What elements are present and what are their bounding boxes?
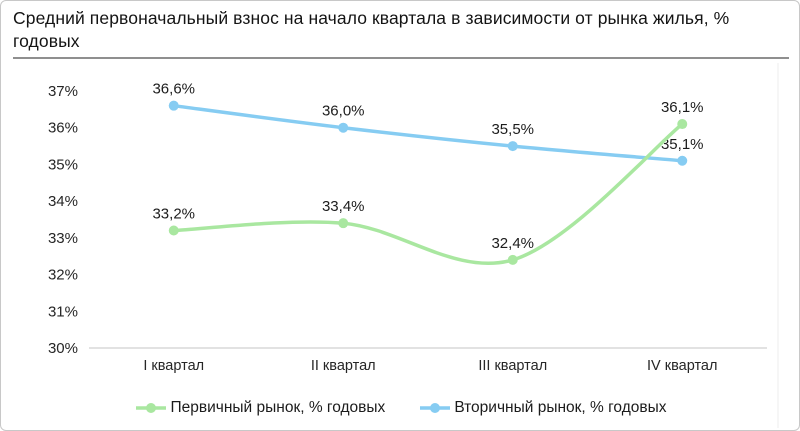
legend-item: Вторичный рынок, % годовых — [419, 399, 667, 417]
data-point — [338, 218, 349, 229]
data-point-label: 36,1% — [661, 99, 704, 116]
data-point-label: 32,4% — [491, 235, 534, 252]
x-axis-category-label: I квартал — [143, 358, 204, 374]
data-point-label: 36,0% — [322, 103, 365, 120]
data-point — [168, 100, 179, 111]
legend-marker-icon — [420, 403, 451, 413]
data-point — [507, 254, 518, 265]
y-axis-tick-label: 37% — [48, 83, 78, 100]
y-axis-tick-label: 32% — [48, 267, 78, 284]
data-point-label: 35,5% — [491, 121, 534, 138]
x-axis-category-label: IV квартал — [647, 358, 717, 374]
x-axis-category-label: III квартал — [478, 358, 547, 374]
legend-marker-icon — [136, 403, 167, 413]
y-axis-tick-label: 30% — [48, 340, 78, 357]
data-point-label: 33,2% — [152, 206, 195, 223]
y-axis-tick-label: 33% — [48, 230, 78, 247]
legend-label: Вторичный рынок, % годовых — [454, 399, 667, 416]
data-point — [338, 122, 349, 133]
data-point — [677, 119, 688, 130]
title-divider — [13, 57, 789, 59]
x-axis-category-label: II квартал — [311, 358, 376, 374]
data-point-label: 33,4% — [322, 198, 365, 215]
y-axis-tick-label: 36% — [48, 120, 78, 137]
data-point — [677, 155, 688, 166]
data-point — [507, 141, 518, 152]
y-axis-tick-label: 31% — [48, 303, 78, 320]
y-axis-tick-label: 34% — [48, 193, 78, 210]
y-axis-tick-label: 35% — [48, 156, 78, 173]
chart-title: Средний первоначальный взнос на начало к… — [13, 8, 730, 51]
legend-label: Первичный рынок, % годовых — [170, 399, 386, 416]
series-line — [172, 122, 685, 266]
data-point-label: 36,6% — [152, 81, 195, 98]
chart-legend: Первичный рынок, % годовых Вторичный рыно… — [1, 399, 799, 417]
data-point — [168, 225, 179, 236]
series-line — [172, 103, 685, 163]
data-point-label: 35,1% — [661, 136, 704, 153]
legend-item: Первичный рынок, % годовых — [135, 399, 385, 417]
